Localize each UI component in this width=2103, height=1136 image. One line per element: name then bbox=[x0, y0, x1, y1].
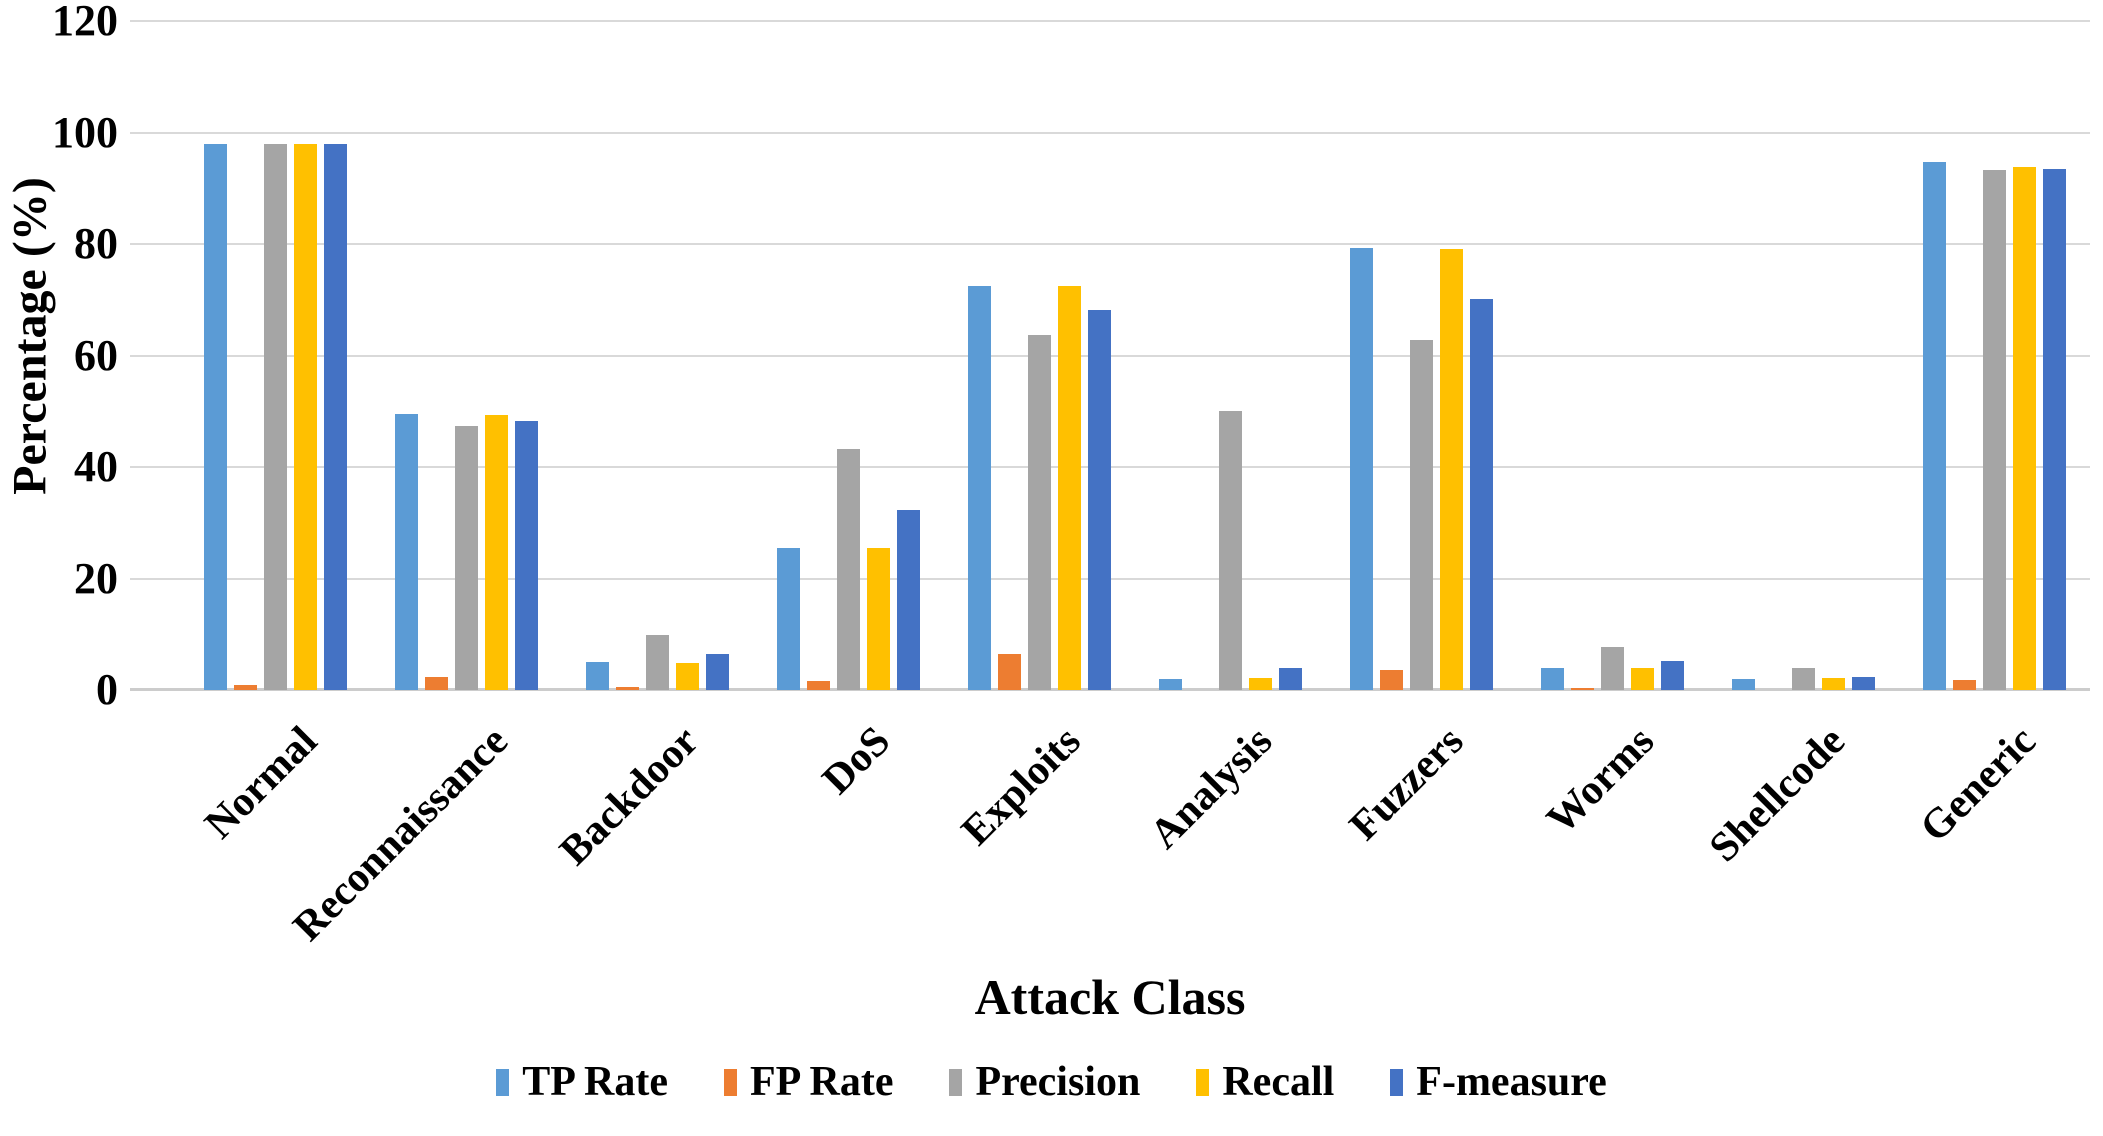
y-tick-label: 40 bbox=[74, 442, 118, 491]
y-tick-label: 80 bbox=[74, 219, 118, 268]
bar-precision-shellcode bbox=[1792, 668, 1815, 690]
bar-group-generic bbox=[1923, 21, 2066, 690]
legend-label: Recall bbox=[1222, 1059, 1335, 1105]
bar-f-measure-analysis bbox=[1279, 668, 1302, 690]
bar-tp-rate-fuzzers bbox=[1350, 248, 1373, 690]
bar-precision-backdoor bbox=[646, 635, 669, 690]
bar-fp-rate-exploits bbox=[998, 654, 1021, 690]
bar-fp-rate-fuzzers bbox=[1380, 670, 1403, 690]
bar-precision-generic bbox=[1983, 170, 2006, 690]
bar-fp-rate-worms bbox=[1571, 688, 1594, 690]
bar-recall-generic bbox=[2013, 167, 2036, 690]
gridline bbox=[130, 131, 2090, 134]
y-tick-label: 0 bbox=[96, 665, 118, 714]
bar-tp-rate-normal bbox=[204, 144, 227, 690]
bar-recall-analysis bbox=[1249, 678, 1272, 690]
legend-color-swatch bbox=[496, 1068, 510, 1096]
x-category-label-text: Normal bbox=[196, 718, 327, 848]
x-category-label-text: Generic bbox=[1911, 718, 2046, 852]
legend-label: FP Rate bbox=[750, 1059, 894, 1105]
x-category-label-text: Analysis bbox=[1141, 718, 1282, 858]
x-category-label-text: Backdoor bbox=[551, 718, 709, 875]
bar-recall-normal bbox=[294, 144, 317, 690]
y-tick-label: 20 bbox=[74, 553, 118, 603]
bar-tp-rate-dos bbox=[777, 548, 800, 690]
bar-precision-analysis bbox=[1219, 411, 1242, 690]
legend-color-swatch bbox=[1390, 1068, 1404, 1096]
bar-precision-fuzzers bbox=[1410, 340, 1433, 690]
bar-tp-rate-backdoor bbox=[586, 662, 609, 690]
bar-group-analysis bbox=[1159, 21, 1302, 690]
bar-tp-rate-analysis bbox=[1159, 679, 1182, 690]
legend-color-swatch bbox=[724, 1068, 738, 1096]
bar-f-measure-dos bbox=[897, 510, 920, 690]
legend-label: F-measure bbox=[1416, 1059, 1607, 1105]
legend-item-tp-rate: TP Rate bbox=[496, 1058, 668, 1106]
bar-tp-rate-exploits bbox=[968, 286, 991, 690]
bar-f-measure-exploits bbox=[1088, 310, 1111, 690]
gridline bbox=[130, 243, 2090, 245]
bar-recall-backdoor bbox=[676, 663, 699, 690]
bar-f-measure-fuzzers bbox=[1470, 299, 1493, 690]
bar-group-backdoor bbox=[586, 21, 729, 690]
bar-recall-fuzzers bbox=[1440, 249, 1463, 690]
bar-tp-rate-reconnaissance bbox=[395, 414, 418, 690]
legend-item-precision: Precision bbox=[949, 1058, 1140, 1106]
x-category-label-text: Fuzzers bbox=[1340, 718, 1473, 850]
bar-group-exploits bbox=[968, 21, 1111, 690]
x-category-label-text: Exploits bbox=[953, 718, 1091, 855]
legend-item-f-measure: F-measure bbox=[1390, 1058, 1607, 1106]
bar-fp-rate-normal bbox=[234, 685, 257, 690]
bar-group-normal bbox=[204, 21, 347, 690]
bar-tp-rate-shellcode bbox=[1732, 679, 1755, 690]
bar-tp-rate-generic bbox=[1923, 162, 1946, 690]
x-axis-title: Attack Class bbox=[974, 969, 1246, 1025]
bar-fp-rate-dos bbox=[807, 681, 830, 690]
legend-label: Precision bbox=[975, 1059, 1141, 1105]
bar-recall-reconnaissance bbox=[485, 415, 508, 690]
x-category-label-text: Shellcode bbox=[1701, 718, 1855, 871]
bar-group-reconnaissance bbox=[395, 21, 538, 690]
bar-recall-dos bbox=[867, 548, 890, 690]
bar-recall-shellcode bbox=[1822, 678, 1845, 690]
bar-fp-rate-reconnaissance bbox=[425, 677, 448, 690]
y-tick-label: 100 bbox=[52, 107, 118, 157]
bar-recall-worms bbox=[1631, 668, 1654, 690]
bar-group-worms bbox=[1541, 21, 1684, 690]
legend: TP Rate FP Rate Precision Recall F-measure bbox=[0, 1058, 2103, 1106]
bar-f-measure-backdoor bbox=[706, 654, 729, 690]
bar-precision-normal bbox=[264, 144, 287, 690]
bar-group-shellcode bbox=[1732, 21, 1875, 690]
bar-f-measure-worms bbox=[1661, 661, 1684, 690]
bar-precision-dos bbox=[837, 449, 860, 690]
legend-color-swatch bbox=[949, 1068, 963, 1096]
bar-precision-reconnaissance bbox=[455, 426, 478, 690]
bar-recall-exploits bbox=[1058, 286, 1081, 690]
y-tick-label: 60 bbox=[74, 330, 118, 380]
bar-fp-rate-backdoor bbox=[616, 687, 639, 690]
bar-f-measure-normal bbox=[324, 144, 347, 690]
bar-f-measure-generic bbox=[2043, 169, 2066, 690]
bar-f-measure-shellcode bbox=[1852, 677, 1875, 690]
legend-label: TP Rate bbox=[522, 1059, 669, 1105]
gridline bbox=[130, 20, 2090, 22]
legend-item-recall: Recall bbox=[1196, 1058, 1334, 1106]
bar-group-dos bbox=[777, 21, 920, 690]
bar-precision-exploits bbox=[1028, 335, 1051, 690]
x-category-label-text: DoS bbox=[813, 718, 900, 804]
bar-fp-rate-generic bbox=[1953, 680, 1976, 690]
bar-precision-worms bbox=[1601, 647, 1624, 690]
y-tick-label: 120 bbox=[52, 0, 118, 45]
bar-group-fuzzers bbox=[1350, 21, 1493, 690]
legend-item-fp-rate: FP Rate bbox=[724, 1058, 893, 1106]
bar-tp-rate-worms bbox=[1541, 668, 1564, 690]
x-category-label-text: Worms bbox=[1538, 718, 1664, 843]
bar-f-measure-reconnaissance bbox=[515, 421, 538, 690]
legend-color-swatch bbox=[1196, 1068, 1210, 1096]
